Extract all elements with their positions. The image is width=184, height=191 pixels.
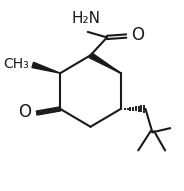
Text: O: O	[131, 26, 144, 44]
Polygon shape	[89, 53, 121, 73]
Polygon shape	[32, 62, 60, 73]
Text: H₂N: H₂N	[72, 11, 101, 26]
Text: CH₃: CH₃	[3, 57, 29, 70]
Text: O: O	[18, 103, 31, 121]
